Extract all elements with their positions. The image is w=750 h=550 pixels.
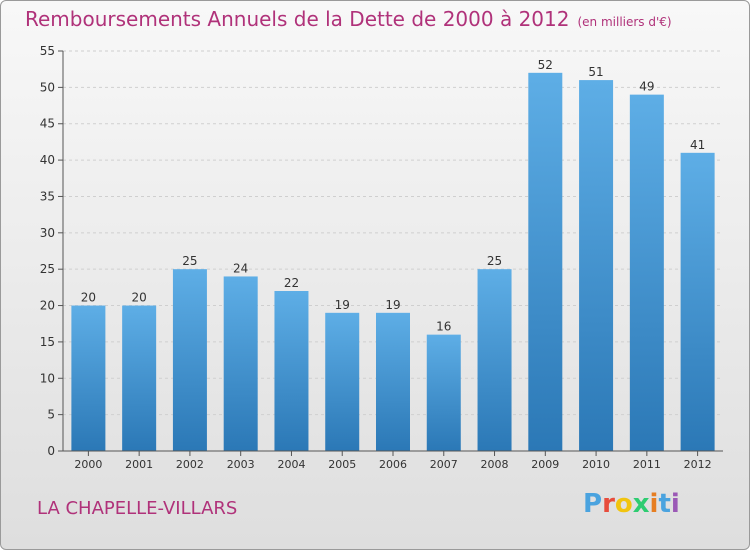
data-label-2003: 24 (233, 261, 248, 275)
x-tick-label-2002: 2002 (176, 458, 204, 471)
data-label-2007: 16 (436, 320, 451, 334)
bar-2012 (680, 152, 715, 451)
logo-letter: P (583, 489, 603, 519)
data-label-2005: 19 (335, 298, 350, 312)
data-label-2010: 51 (588, 65, 603, 79)
data-label-2002: 25 (182, 254, 197, 268)
logo-letter: t (658, 489, 671, 519)
y-tick-label-35: 35 (40, 189, 55, 203)
logo-letter: i (670, 489, 680, 519)
bar-2005 (325, 312, 360, 451)
logo-letter: i (649, 489, 659, 519)
y-tick-label-50: 50 (40, 80, 55, 94)
x-tick-label-2010: 2010 (582, 458, 610, 471)
bar-2007 (426, 334, 461, 451)
y-tick-label-25: 25 (40, 262, 55, 276)
y-tick-label-5: 5 (47, 408, 55, 422)
y-tick-label-10: 10 (40, 371, 55, 385)
bar-2000 (71, 305, 106, 451)
bar-2010 (579, 80, 614, 451)
bar-2006 (376, 312, 410, 451)
data-label-2006: 19 (385, 298, 400, 312)
logo-letter: r (602, 489, 615, 519)
chart-title-unit: (en milliers d'€) (577, 15, 672, 29)
axes-group: 0 5 10 15 20 25 30 35 40 45 50 55 2000 2001 2002 2003 20… (40, 44, 723, 471)
data-label-2000: 20 (81, 291, 96, 305)
x-tick-label-2012: 2012 (684, 458, 712, 471)
x-tick-label-2011: 2011 (633, 458, 661, 471)
chart-title-main: Remboursements Annuels de la Dette de 20… (25, 7, 570, 31)
commune-name: LA CHAPELLE-VILLARS (37, 498, 238, 519)
y-tick-label-15: 15 (40, 335, 55, 349)
bar-2003 (223, 276, 258, 451)
proxiti-logo[interactable]: Proxiti (583, 489, 680, 519)
data-label-2001: 20 (132, 291, 147, 305)
x-tick-label-2005: 2005 (328, 458, 356, 471)
logo-letter: o (614, 489, 633, 519)
x-tick-label-2007: 2007 (430, 458, 458, 471)
x-tick-label-2004: 2004 (277, 458, 305, 471)
data-label-2004: 22 (284, 276, 299, 290)
logo-letter: x (632, 489, 650, 519)
bar-2009 (528, 72, 563, 452)
bar-2002 (172, 269, 207, 451)
x-tick-label-2006: 2006 (379, 458, 407, 471)
bars-group (71, 72, 715, 452)
x-tick-label-2003: 2003 (227, 458, 255, 471)
data-label-2009: 52 (538, 58, 553, 72)
x-tick-label-2009: 2009 (531, 458, 559, 471)
bar-2011 (629, 94, 664, 452)
data-label-2012: 41 (690, 138, 705, 152)
x-tick-label-2008: 2008 (481, 458, 509, 471)
data-label-2011: 49 (639, 80, 654, 94)
chart-title: Remboursements Annuels de la Dette de 20… (25, 7, 672, 31)
y-tick-label-40: 40 (40, 153, 55, 167)
data-label-2008: 25 (487, 254, 502, 268)
bar-2001 (122, 305, 157, 451)
bar-2008 (477, 269, 512, 451)
y-tick-label-30: 30 (40, 226, 55, 240)
x-tick-label-2001: 2001 (125, 458, 153, 471)
y-tick-label-20: 20 (40, 299, 55, 313)
y-tick-label-55: 55 (40, 44, 55, 58)
x-tick-label-2000: 2000 (74, 458, 102, 471)
data-labels-group: 20 20 25 24 22 19 19 16 25 52 51 49 41 (81, 58, 706, 334)
y-tick-label-45: 45 (40, 117, 55, 131)
bar-2004 (274, 291, 309, 451)
y-tick-label-0: 0 (47, 444, 55, 458)
